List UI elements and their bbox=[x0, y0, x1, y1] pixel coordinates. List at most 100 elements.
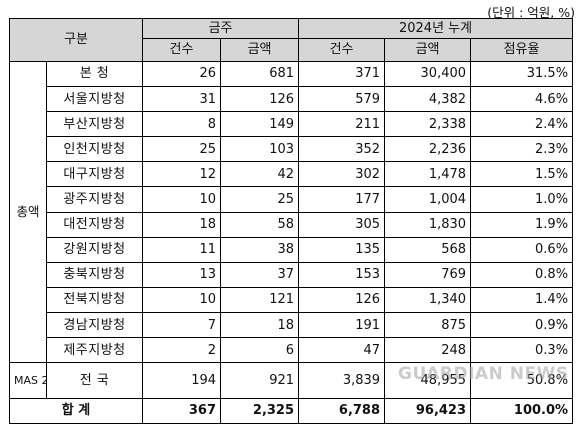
table-row: 충북지방청 13 37 153 769 0.8% bbox=[10, 261, 574, 288]
cell-week-amount: 921 bbox=[220, 362, 300, 399]
cell-week-count: 8 bbox=[142, 111, 222, 138]
cell-week-count: 31 bbox=[142, 85, 222, 113]
row-label: 본 청 bbox=[45, 60, 144, 88]
row-label: 전 국 bbox=[45, 362, 144, 399]
cell-week-count: 26 bbox=[142, 60, 222, 88]
cell-ytd-count: 191 bbox=[298, 311, 386, 339]
cell-week-count: 11 bbox=[142, 236, 222, 263]
cell-ytd-amount: 1,478 bbox=[384, 161, 472, 188]
cell-share: 0.9% bbox=[470, 311, 574, 339]
cell-week-count: 12 bbox=[142, 161, 222, 188]
cell-week-amount: 58 bbox=[220, 211, 300, 238]
cell-share: 100.0% bbox=[470, 397, 574, 425]
cell-ytd-count: 126 bbox=[298, 286, 386, 313]
table-row: 제주지방청 2 6 47 248 0.3% bbox=[10, 337, 574, 364]
cell-week-count: 10 bbox=[142, 286, 222, 313]
cell-ytd-amount: 1,830 bbox=[384, 211, 472, 238]
cell-ytd-amount: 48,955 bbox=[384, 362, 472, 399]
cell-ytd-amount: 1,004 bbox=[384, 186, 472, 213]
cell-week-amount: 126 bbox=[220, 85, 300, 113]
cell-ytd-count: 579 bbox=[298, 85, 386, 113]
cell-week-amount: 149 bbox=[220, 111, 300, 138]
cell-share: 31.5% bbox=[470, 60, 574, 88]
row-label: 서울지방청 bbox=[45, 85, 144, 113]
procurement-table: 구분 금주 2024년 누계 건수 금액 건수 금액 점유율 총액 본 청 26… bbox=[8, 18, 574, 425]
cell-week-amount: 103 bbox=[220, 136, 300, 163]
cell-week-amount: 681 bbox=[220, 60, 300, 88]
cell-share: 1.0% bbox=[470, 186, 574, 213]
cell-ytd-amount: 96,423 bbox=[384, 397, 472, 425]
row-label: 부산지방청 bbox=[45, 111, 144, 138]
cell-week-amount: 42 bbox=[220, 161, 300, 188]
header-amount: 금액 bbox=[220, 37, 300, 62]
cell-ytd-count: 211 bbox=[298, 111, 386, 138]
cell-week-amount: 2,325 bbox=[220, 397, 300, 425]
row-label: 인천지방청 bbox=[45, 136, 144, 163]
cell-week-count: 25 bbox=[142, 136, 222, 163]
cell-share: 1.4% bbox=[470, 286, 574, 313]
header-this-week: 금주 bbox=[142, 18, 300, 39]
cell-week-amount: 121 bbox=[220, 286, 300, 313]
table-row-total: 합 계 367 2,325 6,788 96,423 100.0% bbox=[8, 397, 574, 425]
cell-share: 0.3% bbox=[470, 337, 574, 364]
row-label: 충북지방청 bbox=[45, 261, 144, 288]
watermark: GUARDIAN NEWS bbox=[398, 364, 569, 384]
table-row: 경남지방청 7 18 191 875 0.9% bbox=[10, 311, 574, 339]
table-row: 인천지방청 25 103 352 2,236 2.3% bbox=[10, 136, 574, 163]
cell-share: 4.6% bbox=[470, 85, 574, 113]
cell-share: 1.5% bbox=[470, 161, 574, 188]
total-label: 합 계 bbox=[8, 397, 144, 425]
cell-ytd-amount: 875 bbox=[384, 311, 472, 339]
cell-ytd-count: 305 bbox=[298, 211, 386, 238]
cell-week-amount: 37 bbox=[220, 261, 300, 288]
row-label: 강원지방청 bbox=[45, 236, 144, 263]
cell-ytd-count: 352 bbox=[298, 136, 386, 163]
header-category: 구분 bbox=[8, 18, 144, 62]
cell-week-count: 18 bbox=[142, 211, 222, 238]
row-label: 경남지방청 bbox=[45, 311, 144, 339]
table-row: 서울지방청 31 126 579 4,382 4.6% bbox=[10, 85, 574, 113]
row-label: 광주지방청 bbox=[45, 186, 144, 213]
header-ytd: 2024년 누계 bbox=[298, 18, 574, 39]
cell-ytd-count: 47 bbox=[298, 337, 386, 364]
cell-ytd-count: 153 bbox=[298, 261, 386, 288]
table-row: 대전지방청 18 58 305 1,830 1.9% bbox=[10, 211, 574, 238]
table-row: 전북지방청 10 121 126 1,340 1.4% bbox=[10, 286, 574, 313]
cell-week-count: 7 bbox=[142, 311, 222, 339]
cell-share: 50.8% bbox=[470, 362, 574, 399]
cell-share: 2.4% bbox=[470, 111, 574, 138]
cell-week-count: 367 bbox=[142, 397, 222, 425]
row-label: 대전지방청 bbox=[45, 211, 144, 238]
cell-share: 0.8% bbox=[470, 261, 574, 288]
cell-week-count: 2 bbox=[142, 337, 222, 364]
cell-week-amount: 38 bbox=[220, 236, 300, 263]
cell-week-count: 10 bbox=[142, 186, 222, 213]
cell-ytd-count: 371 bbox=[298, 60, 386, 88]
cell-share: 2.3% bbox=[470, 136, 574, 163]
header-ytd-amount: 금액 bbox=[384, 37, 472, 62]
cell-ytd-count: 6,788 bbox=[298, 397, 386, 425]
row-label: 대구지방청 bbox=[45, 161, 144, 188]
cell-ytd-amount: 2,338 bbox=[384, 111, 472, 138]
header-count: 건수 bbox=[142, 37, 222, 62]
row-label: 전북지방청 bbox=[45, 286, 144, 313]
cell-ytd-amount: 2,236 bbox=[384, 136, 472, 163]
table-row: 대구지방청 12 42 302 1,478 1.5% bbox=[10, 161, 574, 188]
cell-week-amount: 25 bbox=[220, 186, 300, 213]
cell-week-count: 194 bbox=[142, 362, 222, 399]
cell-ytd-amount: 1,340 bbox=[384, 286, 472, 313]
table-row: 총액 본 청 26 681 371 30,400 31.5% bbox=[9, 60, 574, 364]
cell-share: 0.6% bbox=[470, 236, 574, 263]
row-label: 제주지방청 bbox=[45, 337, 144, 364]
cell-week-amount: 18 bbox=[220, 311, 300, 339]
header-share: 점유율 bbox=[470, 37, 574, 62]
cell-ytd-amount: 568 bbox=[384, 236, 472, 263]
cell-ytd-count: 302 bbox=[298, 161, 386, 188]
cell-ytd-amount: 30,400 bbox=[384, 60, 472, 88]
cell-ytd-amount: 769 bbox=[384, 261, 472, 288]
unit-note: (단위 : 억원, %) bbox=[487, 5, 575, 20]
cell-ytd-count: 3,839 bbox=[298, 362, 386, 399]
cell-ytd-count: 177 bbox=[298, 186, 386, 213]
cell-ytd-count: 135 bbox=[298, 236, 386, 263]
table-row: 광주지방청 10 25 177 1,004 1.0% bbox=[10, 186, 574, 213]
